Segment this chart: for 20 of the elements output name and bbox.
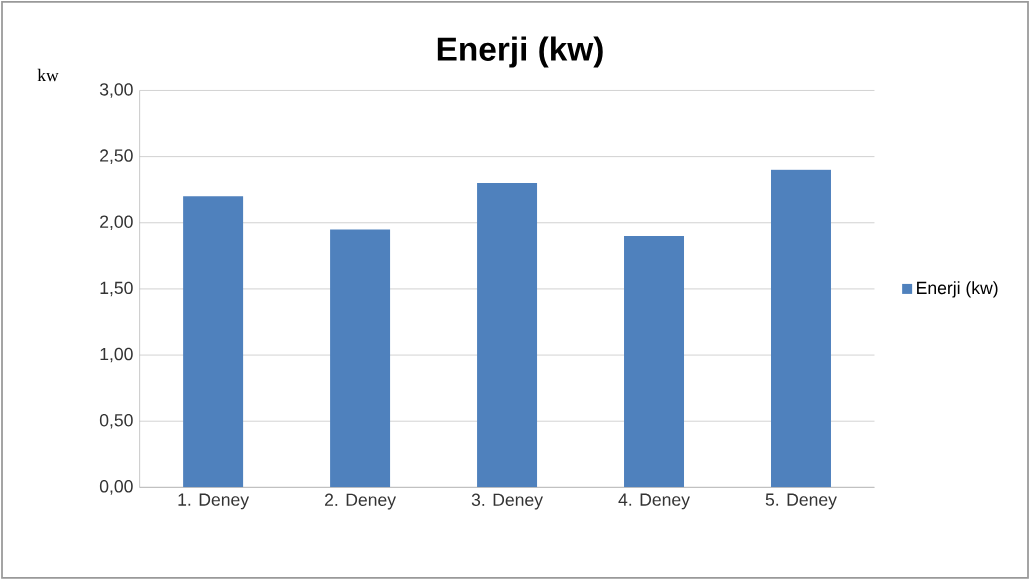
x-tick-label: 5. Deney	[765, 493, 837, 510]
x-tick-label: 2. Deney	[324, 493, 397, 510]
legend-label: Enerji (kw)	[917, 281, 998, 298]
x-tick-label: 3. Deney	[471, 493, 543, 510]
bar	[330, 229, 391, 488]
y-tick-label: 1,00	[100, 347, 133, 363]
y-tick-label: 0,00	[99, 480, 133, 495]
y-axis-title: kw	[37, 68, 59, 82]
x-tick-label: 1. Deney	[178, 493, 250, 510]
chart-title: Enerji (kw)	[437, 36, 603, 68]
y-tick-label: 3,00	[99, 83, 133, 98]
x-tick-label: 4. Deney	[618, 493, 690, 510]
y-tick-label: 0,50	[99, 413, 133, 429]
y-tick-label: 2,00	[100, 215, 133, 231]
y-tick-label: 2,50	[100, 149, 133, 164]
bar	[477, 183, 538, 488]
bar	[183, 196, 244, 488]
y-tick-label: 1,50	[100, 281, 133, 297]
bar	[771, 169, 831, 488]
bar	[624, 235, 685, 488]
